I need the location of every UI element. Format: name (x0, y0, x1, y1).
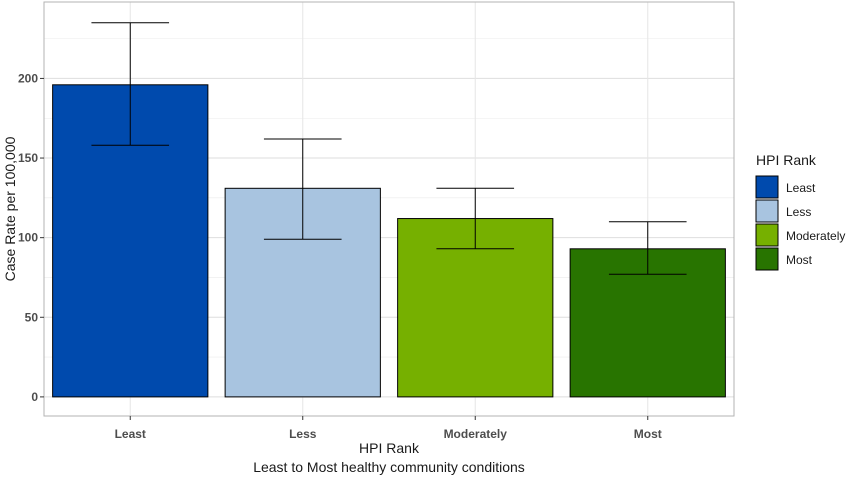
error-bar-moderately (436, 187, 515, 250)
legend: HPI Rank Least Less Moderately Most (755, 152, 845, 271)
legend-item-most: Most (755, 247, 813, 271)
y-tick-label: 100 (18, 231, 38, 245)
legend-swatch (755, 199, 779, 223)
legend-label: Moderately (786, 229, 845, 243)
x-tick-label: Least (115, 427, 146, 441)
x-tick-label: Less (289, 427, 317, 441)
legend-swatch (755, 175, 779, 199)
y-axis-ticks: 0 50 100 150 200 (18, 71, 44, 404)
panel-border (43, 1, 735, 417)
y-tick-label: 0 (31, 390, 38, 404)
x-tick-label: Moderately (444, 427, 508, 441)
x-axis-subtitle: Least to Most healthy community conditio… (253, 459, 525, 475)
legend-title: HPI Rank (756, 152, 817, 168)
error-bar-least (91, 22, 170, 146)
legend-label: Less (786, 205, 811, 219)
legend-item-least: Least (755, 175, 816, 199)
legend-label: Most (786, 253, 813, 267)
y-tick-label: 200 (18, 71, 38, 85)
y-tick-label: 50 (25, 310, 39, 324)
error-bars (91, 22, 687, 275)
error-bar-most (608, 221, 687, 275)
error-bar-less (263, 138, 342, 240)
legend-item-moderately: Moderately (755, 223, 845, 247)
legend-swatch (755, 223, 779, 247)
x-axis-title: HPI Rank (359, 440, 420, 456)
legend-label: Least (786, 181, 816, 195)
x-tick-label: Most (634, 427, 662, 441)
y-tick-label: 150 (18, 151, 38, 165)
legend-swatch (755, 247, 779, 271)
x-axis-ticks: Least Less Moderately Most (115, 416, 662, 441)
legend-item-less: Less (755, 199, 811, 223)
y-axis-title: Case Rate per 100,000 (2, 136, 18, 281)
